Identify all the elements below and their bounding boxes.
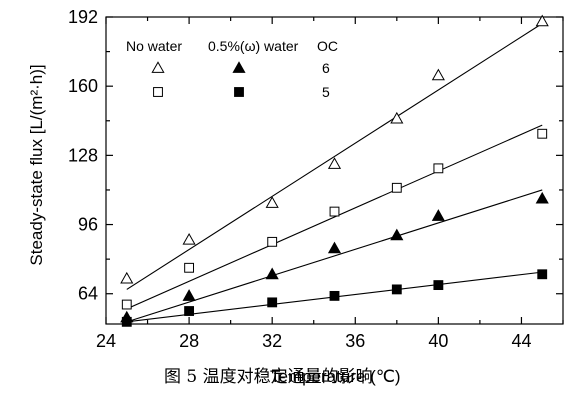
data-point-open-square — [184, 262, 195, 273]
data-point-filled-square — [537, 269, 548, 280]
legend-oc-6: 6 — [322, 60, 330, 76]
y-tick-label: 160 — [68, 76, 98, 96]
data-point-open-square — [537, 128, 548, 139]
data-point-open-square — [267, 236, 278, 247]
y-tick-label: 64 — [78, 284, 98, 304]
data-point-filled-triangle — [535, 191, 549, 204]
data-point-open-square — [121, 299, 132, 310]
x-axis-title: Temperature (℃) — [270, 367, 401, 386]
data-point-filled-square — [433, 280, 444, 291]
data-point-open-triangle — [265, 196, 279, 208]
legend-marker-filled-square — [234, 87, 244, 97]
legend-header-oc: OC — [317, 38, 338, 54]
data-point-filled-square — [267, 297, 278, 308]
y-tick-label: 128 — [68, 145, 98, 165]
data-points — [120, 14, 549, 327]
data-point-filled-triangle — [327, 241, 342, 254]
fit-lines — [126, 23, 543, 323]
data-point-open-square — [433, 163, 444, 174]
data-point-open-square — [329, 206, 340, 217]
data-point-filled-square — [121, 316, 132, 327]
legend-marker-open-square — [153, 87, 163, 97]
x-tick-label: 24 — [96, 331, 116, 351]
legend: No water 0.5%(ω) water OC 6 5 — [126, 38, 338, 100]
y-tick-label: 192 — [68, 7, 98, 27]
data-point-open-triangle — [431, 68, 445, 81]
x-tick-label: 32 — [262, 331, 282, 351]
x-tick-label: 40 — [428, 331, 448, 351]
data-point-filled-square — [391, 284, 402, 295]
fit-line-open-square — [126, 124, 543, 310]
plot-frame — [105, 16, 564, 325]
data-point-filled-triangle — [390, 228, 404, 241]
fit-line-open-triangle — [126, 23, 543, 290]
x-tick-label: 36 — [345, 331, 365, 351]
legend-marker-open-triangle — [151, 61, 165, 73]
data-point-open-triangle — [182, 232, 196, 245]
data-point-filled-square — [329, 290, 340, 301]
data-point-open-square — [391, 182, 402, 193]
data-point-open-triangle — [390, 111, 404, 124]
x-tick-label: 28 — [179, 331, 199, 351]
legend-header-no-water: No water — [126, 38, 182, 54]
data-point-filled-triangle — [182, 289, 196, 301]
legend-oc-5: 5 — [322, 84, 330, 100]
legend-header-water: 0.5%(ω) water — [208, 38, 299, 54]
y-axis-title: Steady-state flux [L/(m²·h)] — [27, 64, 46, 265]
data-point-filled-triangle — [265, 267, 279, 280]
data-point-filled-square — [184, 306, 195, 316]
data-point-open-triangle — [535, 14, 549, 27]
data-point-open-triangle — [327, 157, 342, 169]
data-point-open-triangle — [120, 271, 134, 284]
fit-line-filled-triangle — [126, 189, 543, 323]
x-tick-label: 44 — [511, 331, 531, 351]
legend-marker-filled-triangle — [232, 61, 246, 73]
figure-caption: 图 5 温度对稳定通量的影响 — [164, 367, 373, 387]
axis-ticks: 24 28 32 36 40 44 64 96 128 160 192 — [68, 7, 564, 351]
y-tick-label: 96 — [78, 215, 98, 235]
data-point-filled-triangle — [431, 209, 445, 221]
